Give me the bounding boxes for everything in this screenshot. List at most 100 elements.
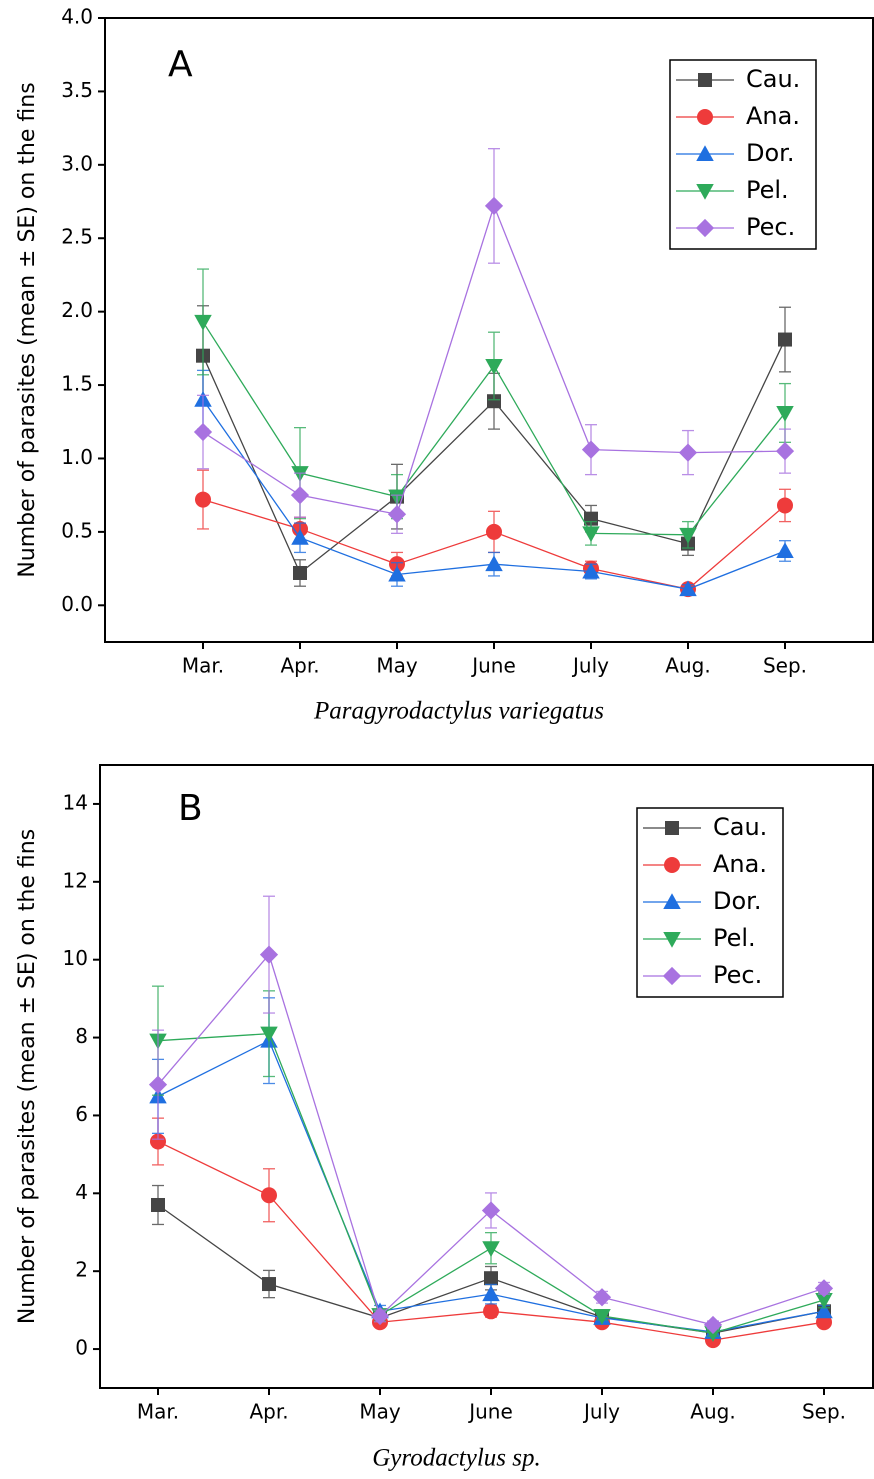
legend-label: Pel. (713, 924, 756, 952)
series (149, 997, 833, 1339)
series (148, 895, 834, 1335)
marker (486, 523, 502, 540)
marker (777, 497, 793, 514)
x-tick-label: Mar. (182, 654, 224, 678)
marker (485, 358, 503, 375)
x-axis-label: Gyrodactylus sp. (372, 1445, 541, 1472)
marker (193, 422, 213, 442)
marker (487, 394, 501, 409)
marker (195, 491, 211, 508)
legend-marker (665, 821, 679, 835)
marker (679, 580, 697, 597)
x-axis-label: Paragyrodactylus variegatus (313, 698, 604, 725)
x-tick-label: Mar. (137, 1400, 179, 1424)
y-axis-label: Number of parasites (mean ± SE) on the f… (15, 82, 40, 577)
legend-label: Cau. (746, 65, 800, 93)
y-tick-label: 6 (75, 1102, 88, 1126)
legend-label: Pec. (713, 961, 762, 989)
y-tick-label: 4.0 (61, 5, 93, 29)
panel-label: B (178, 788, 203, 829)
marker (678, 443, 698, 462)
series (193, 148, 795, 535)
marker (485, 555, 503, 572)
legend-marker (663, 932, 681, 948)
plot-frame (104, 17, 874, 643)
y-tick-label: 4 (75, 1180, 88, 1204)
x-tick-label: Apr. (249, 1400, 288, 1424)
y-tick-label: 12 (63, 868, 88, 892)
legend-marker (663, 893, 681, 909)
y-tick-label: 1.0 (61, 445, 93, 469)
marker (581, 440, 601, 459)
y-tick-label: 0 (75, 1336, 88, 1360)
x-tick-label: June (470, 654, 516, 678)
marker (483, 1303, 499, 1320)
legend-marker (696, 184, 714, 200)
panel-label: A (168, 44, 193, 85)
series (195, 469, 793, 598)
legend-marker (697, 109, 713, 125)
y-tick-label: 2 (75, 1258, 88, 1282)
legend-label: Cau. (713, 813, 767, 841)
marker (778, 332, 792, 347)
marker (388, 565, 406, 582)
marker (814, 1279, 834, 1298)
marker (703, 1315, 723, 1335)
marker (293, 565, 307, 580)
marker (259, 945, 279, 964)
x-tick-label: Aug. (665, 654, 710, 678)
marker (776, 405, 794, 422)
y-axis-label: Number of parasites (mean ± SE) on the f… (15, 829, 40, 1324)
legend-label: Pel. (746, 176, 789, 204)
marker (387, 505, 407, 524)
x-tick-label: Sep. (802, 1400, 846, 1424)
marker (815, 1293, 833, 1309)
marker (592, 1288, 612, 1307)
y-tick-label: 0.5 (61, 518, 93, 542)
marker (484, 1271, 498, 1286)
y-tick-label: 2.0 (61, 298, 93, 322)
y-tick-label: 3.5 (61, 78, 93, 102)
legend-label: Dor. (713, 887, 761, 915)
marker (775, 442, 795, 461)
x-tick-label: May (376, 654, 418, 678)
x-tick-label: Apr. (280, 654, 319, 678)
x-tick-label: Aug. (690, 1400, 735, 1424)
marker (194, 314, 212, 331)
marker (291, 529, 309, 545)
legend-label: Ana. (713, 850, 767, 878)
marker (262, 1277, 276, 1292)
legend-marker (698, 73, 712, 87)
marker (593, 1308, 611, 1325)
marker (776, 542, 794, 558)
legend-label: Dor. (746, 139, 794, 167)
marker (261, 1187, 277, 1204)
marker (481, 1201, 501, 1220)
x-tick-label: July (582, 1400, 620, 1424)
marker (370, 1306, 390, 1326)
y-tick-label: 1.5 (61, 372, 93, 396)
y-tick-label: 8 (75, 1024, 88, 1048)
marker (484, 196, 504, 216)
marker (815, 1302, 833, 1319)
marker (482, 1241, 500, 1257)
marker (148, 1075, 168, 1094)
y-tick-label: 0.0 (61, 592, 93, 616)
marker (290, 486, 310, 505)
y-tick-label: 2.5 (61, 225, 93, 249)
x-tick-label: May (359, 1400, 401, 1424)
marker (150, 1133, 166, 1150)
marker (679, 527, 697, 544)
x-tick-label: June (467, 1400, 513, 1424)
marker (151, 1197, 165, 1212)
plot-frame (99, 764, 874, 1389)
legend-marker (664, 857, 680, 873)
x-tick-label: July (571, 654, 609, 678)
legend-marker (696, 145, 714, 161)
marker (482, 1285, 500, 1302)
legend-marker (662, 966, 682, 986)
legend-marker (695, 218, 715, 238)
y-tick-label: 14 (63, 790, 88, 814)
legend-label: Ana. (746, 102, 800, 130)
